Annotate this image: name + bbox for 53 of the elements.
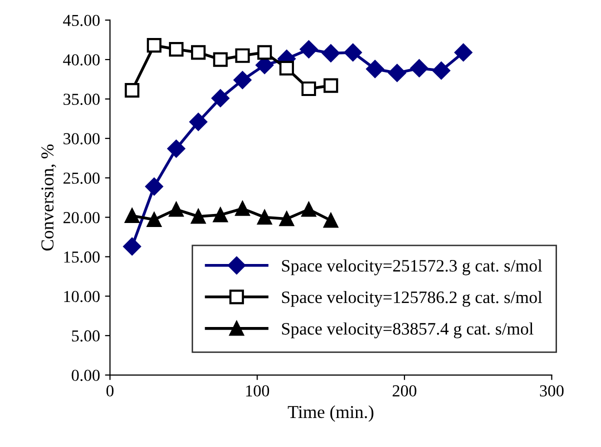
point (257, 45, 272, 60)
point (146, 38, 162, 53)
point (301, 81, 316, 96)
y-tick-label: 0.00 (72, 370, 100, 382)
legend-label: Space velocity=251572.3 g cat. s/mol (282, 259, 542, 276)
point (145, 178, 164, 196)
y-tick-label: 10.00 (64, 290, 100, 302)
x-tick-label: 100 (246, 385, 270, 396)
y-tick-label: 5.00 (72, 330, 100, 342)
x-tick-label: 200 (392, 385, 416, 396)
y-tick-label: 35.00 (64, 94, 100, 106)
point (235, 201, 250, 216)
point (322, 44, 340, 62)
y-tick-label: 15.00 (64, 251, 100, 263)
point (167, 140, 186, 158)
point (301, 202, 316, 217)
point (257, 210, 272, 225)
point (189, 112, 208, 131)
y-tick-label: 40.00 (63, 54, 100, 66)
point (235, 48, 250, 63)
x-tick-label: 300 (540, 385, 564, 396)
point (146, 212, 162, 227)
point (168, 42, 184, 57)
x-tick-label: 0 (106, 385, 114, 396)
point (213, 208, 228, 222)
point (432, 62, 450, 80)
point (123, 238, 141, 256)
point (191, 209, 206, 224)
point (324, 213, 338, 228)
y-axis-title: Conversion, % (41, 144, 56, 250)
point (213, 52, 228, 67)
point (279, 60, 294, 76)
y-tick-label: 30.00 (64, 133, 100, 144)
legend-label: Space velocity=83857.4 g cat. s/mol (282, 322, 534, 338)
point (212, 89, 230, 108)
point (388, 64, 406, 82)
legend-label: Space velocity=125786.2 g cat. s/mol (282, 290, 542, 307)
x-axis-title: Time (min.) (288, 405, 374, 422)
point (454, 44, 472, 62)
point (279, 212, 294, 226)
point (234, 71, 252, 89)
point (300, 40, 318, 58)
point (191, 45, 206, 60)
point (124, 208, 140, 224)
point (366, 60, 384, 78)
point (168, 202, 184, 217)
y-tick-label: 25.00 (63, 172, 100, 184)
y-tick-label: 20.00 (63, 212, 100, 224)
point (324, 78, 338, 93)
point (344, 44, 362, 62)
point (410, 59, 428, 78)
y-tick-label: 45.00 (63, 14, 100, 26)
point (124, 83, 140, 98)
